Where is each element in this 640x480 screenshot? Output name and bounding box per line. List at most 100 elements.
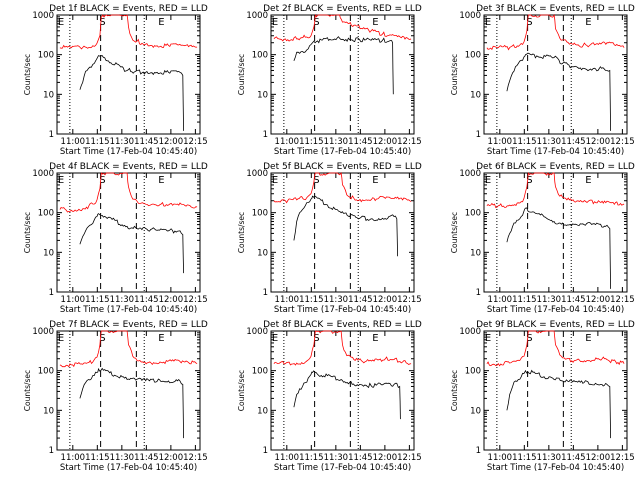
- time-marker-label: E: [585, 17, 591, 28]
- x-tick-label: 11:00: [275, 453, 300, 463]
- y-tick-label: 1: [263, 288, 268, 298]
- y-tick-label: 10: [43, 90, 54, 100]
- x-axis-label: Start Time (17-Feb-04 10:45:40): [60, 463, 197, 473]
- detector-panel: Det 1f BLACK = Events, RED = LLD 1 10 100 10…: [23, 4, 208, 157]
- detector-panel: Det 6f BLACK = Events, RED = LLD 1 10 100 10…: [450, 162, 635, 315]
- series-lld-line: [59, 14, 198, 50]
- time-marker-label: S: [313, 17, 319, 28]
- y-tick-label: 1000: [32, 327, 54, 337]
- y-tick-label: 10: [470, 406, 481, 416]
- x-tick-label: 11:30: [324, 137, 349, 147]
- y-tick-label: 1000: [246, 11, 268, 21]
- x-tick-label: 11:00: [61, 295, 86, 305]
- time-marker-label: E: [485, 175, 491, 186]
- y-tick-label: 1000: [459, 11, 481, 21]
- time-marker-label: S: [99, 175, 105, 186]
- y-tick-label: 100: [252, 209, 268, 219]
- x-tick-label: 12:15: [610, 137, 635, 147]
- x-tick-label: 11:30: [537, 453, 562, 463]
- y-tick-label: 1: [49, 288, 54, 298]
- x-axis-label: Start Time (17-Feb-04 10:45:40): [487, 305, 624, 315]
- y-tick-label: 10: [257, 90, 268, 100]
- x-tick-label: 11:00: [275, 137, 300, 147]
- time-marker-label: E: [158, 175, 164, 186]
- time-marker-label: E: [272, 17, 278, 28]
- detector-panel: Det 2f BLACK = Events, RED = LLD 1 10 100 10…: [237, 4, 422, 157]
- plot-frame: [270, 330, 415, 451]
- series-lld-line: [486, 13, 625, 51]
- time-marker-label: S: [526, 17, 532, 28]
- plot-frame: [270, 172, 415, 293]
- panel-title: Det 6f BLACK = Events, RED = LLD: [476, 162, 635, 172]
- x-axis-label: Start Time (17-Feb-04 10:45:40): [274, 463, 411, 473]
- x-tick-label: 11:15: [299, 453, 324, 463]
- x-tick-label: 12:15: [397, 453, 422, 463]
- x-tick-label: 11:30: [110, 137, 135, 147]
- series-lld-line: [486, 171, 625, 209]
- x-tick-label: 12:15: [183, 137, 208, 147]
- x-tick-label: 11:45: [134, 137, 159, 147]
- series-events-line: [79, 55, 184, 131]
- plot-frame: [56, 330, 201, 451]
- x-tick-label: 12:00: [373, 295, 398, 305]
- time-marker-label: E: [272, 175, 278, 186]
- y-axis-label: Counts/sec: [23, 370, 32, 411]
- time-marker-label: E: [58, 175, 64, 186]
- detector-panel: Det 9f BLACK = Events, RED = LLD 1 10 100 10…: [450, 320, 635, 473]
- x-tick-label: 12:00: [586, 453, 611, 463]
- series-events-line: [79, 213, 184, 274]
- x-tick-label: 11:15: [85, 453, 110, 463]
- x-tick-label: 12:00: [586, 295, 611, 305]
- panel-title: Det 2f BLACK = Events, RED = LLD: [263, 4, 422, 14]
- time-marker-label: E: [58, 333, 64, 344]
- x-tick-label: 11:45: [348, 137, 373, 147]
- y-tick-label: 10: [470, 90, 481, 100]
- series-events-line: [293, 195, 398, 257]
- panel-title: Det 9f BLACK = Events, RED = LLD: [476, 320, 635, 330]
- y-tick-label: 100: [252, 367, 268, 377]
- x-tick-label: 11:45: [561, 453, 586, 463]
- y-tick-label: 1: [49, 446, 54, 456]
- time-marker-label: S: [99, 333, 105, 344]
- series-lld-line: [59, 172, 198, 213]
- time-marker-label: E: [372, 333, 378, 344]
- detector-panel: Det 8f BLACK = Events, RED = LLD 1 10 100 10…: [237, 320, 422, 473]
- time-marker-label: E: [485, 17, 491, 28]
- y-tick-label: 10: [43, 406, 54, 416]
- x-tick-label: 11:00: [61, 137, 86, 147]
- y-tick-label: 1000: [246, 327, 268, 337]
- panel-title: Det 3f BLACK = Events, RED = LLD: [476, 4, 635, 14]
- panel-title: Det 4f BLACK = Events, RED = LLD: [49, 162, 208, 172]
- y-tick-label: 10: [43, 248, 54, 258]
- x-tick-label: 11:15: [512, 453, 537, 463]
- series-events-line: [506, 207, 611, 289]
- x-axis-label: Start Time (17-Feb-04 10:45:40): [487, 147, 624, 157]
- y-tick-label: 100: [38, 209, 54, 219]
- y-tick-label: 100: [465, 51, 481, 61]
- x-tick-label: 11:30: [110, 295, 135, 305]
- y-tick-label: 1000: [32, 11, 54, 21]
- x-tick-label: 12:15: [183, 295, 208, 305]
- x-tick-label: 11:30: [324, 295, 349, 305]
- x-tick-label: 11:30: [110, 453, 135, 463]
- x-tick-label: 11:30: [537, 137, 562, 147]
- y-tick-label: 100: [38, 367, 54, 377]
- series-lld-line: [273, 13, 412, 42]
- time-marker-label: E: [158, 17, 164, 28]
- y-tick-label: 1: [263, 446, 268, 456]
- panel-title: Det 8f BLACK = Events, RED = LLD: [263, 320, 422, 330]
- x-tick-label: 12:00: [586, 137, 611, 147]
- x-tick-label: 11:45: [561, 137, 586, 147]
- time-marker-label: E: [272, 333, 278, 344]
- time-marker-label: E: [58, 17, 64, 28]
- x-tick-label: 11:30: [324, 453, 349, 463]
- y-tick-label: 1000: [32, 169, 54, 179]
- x-tick-label: 11:30: [537, 295, 562, 305]
- x-tick-label: 11:45: [134, 295, 159, 305]
- y-axis-label: Counts/sec: [23, 212, 32, 253]
- x-axis-label: Start Time (17-Feb-04 10:45:40): [60, 305, 197, 315]
- plot-frame: [56, 14, 201, 135]
- x-tick-label: 12:15: [183, 453, 208, 463]
- y-axis-label: Counts/sec: [237, 54, 246, 95]
- x-tick-label: 12:00: [159, 137, 184, 147]
